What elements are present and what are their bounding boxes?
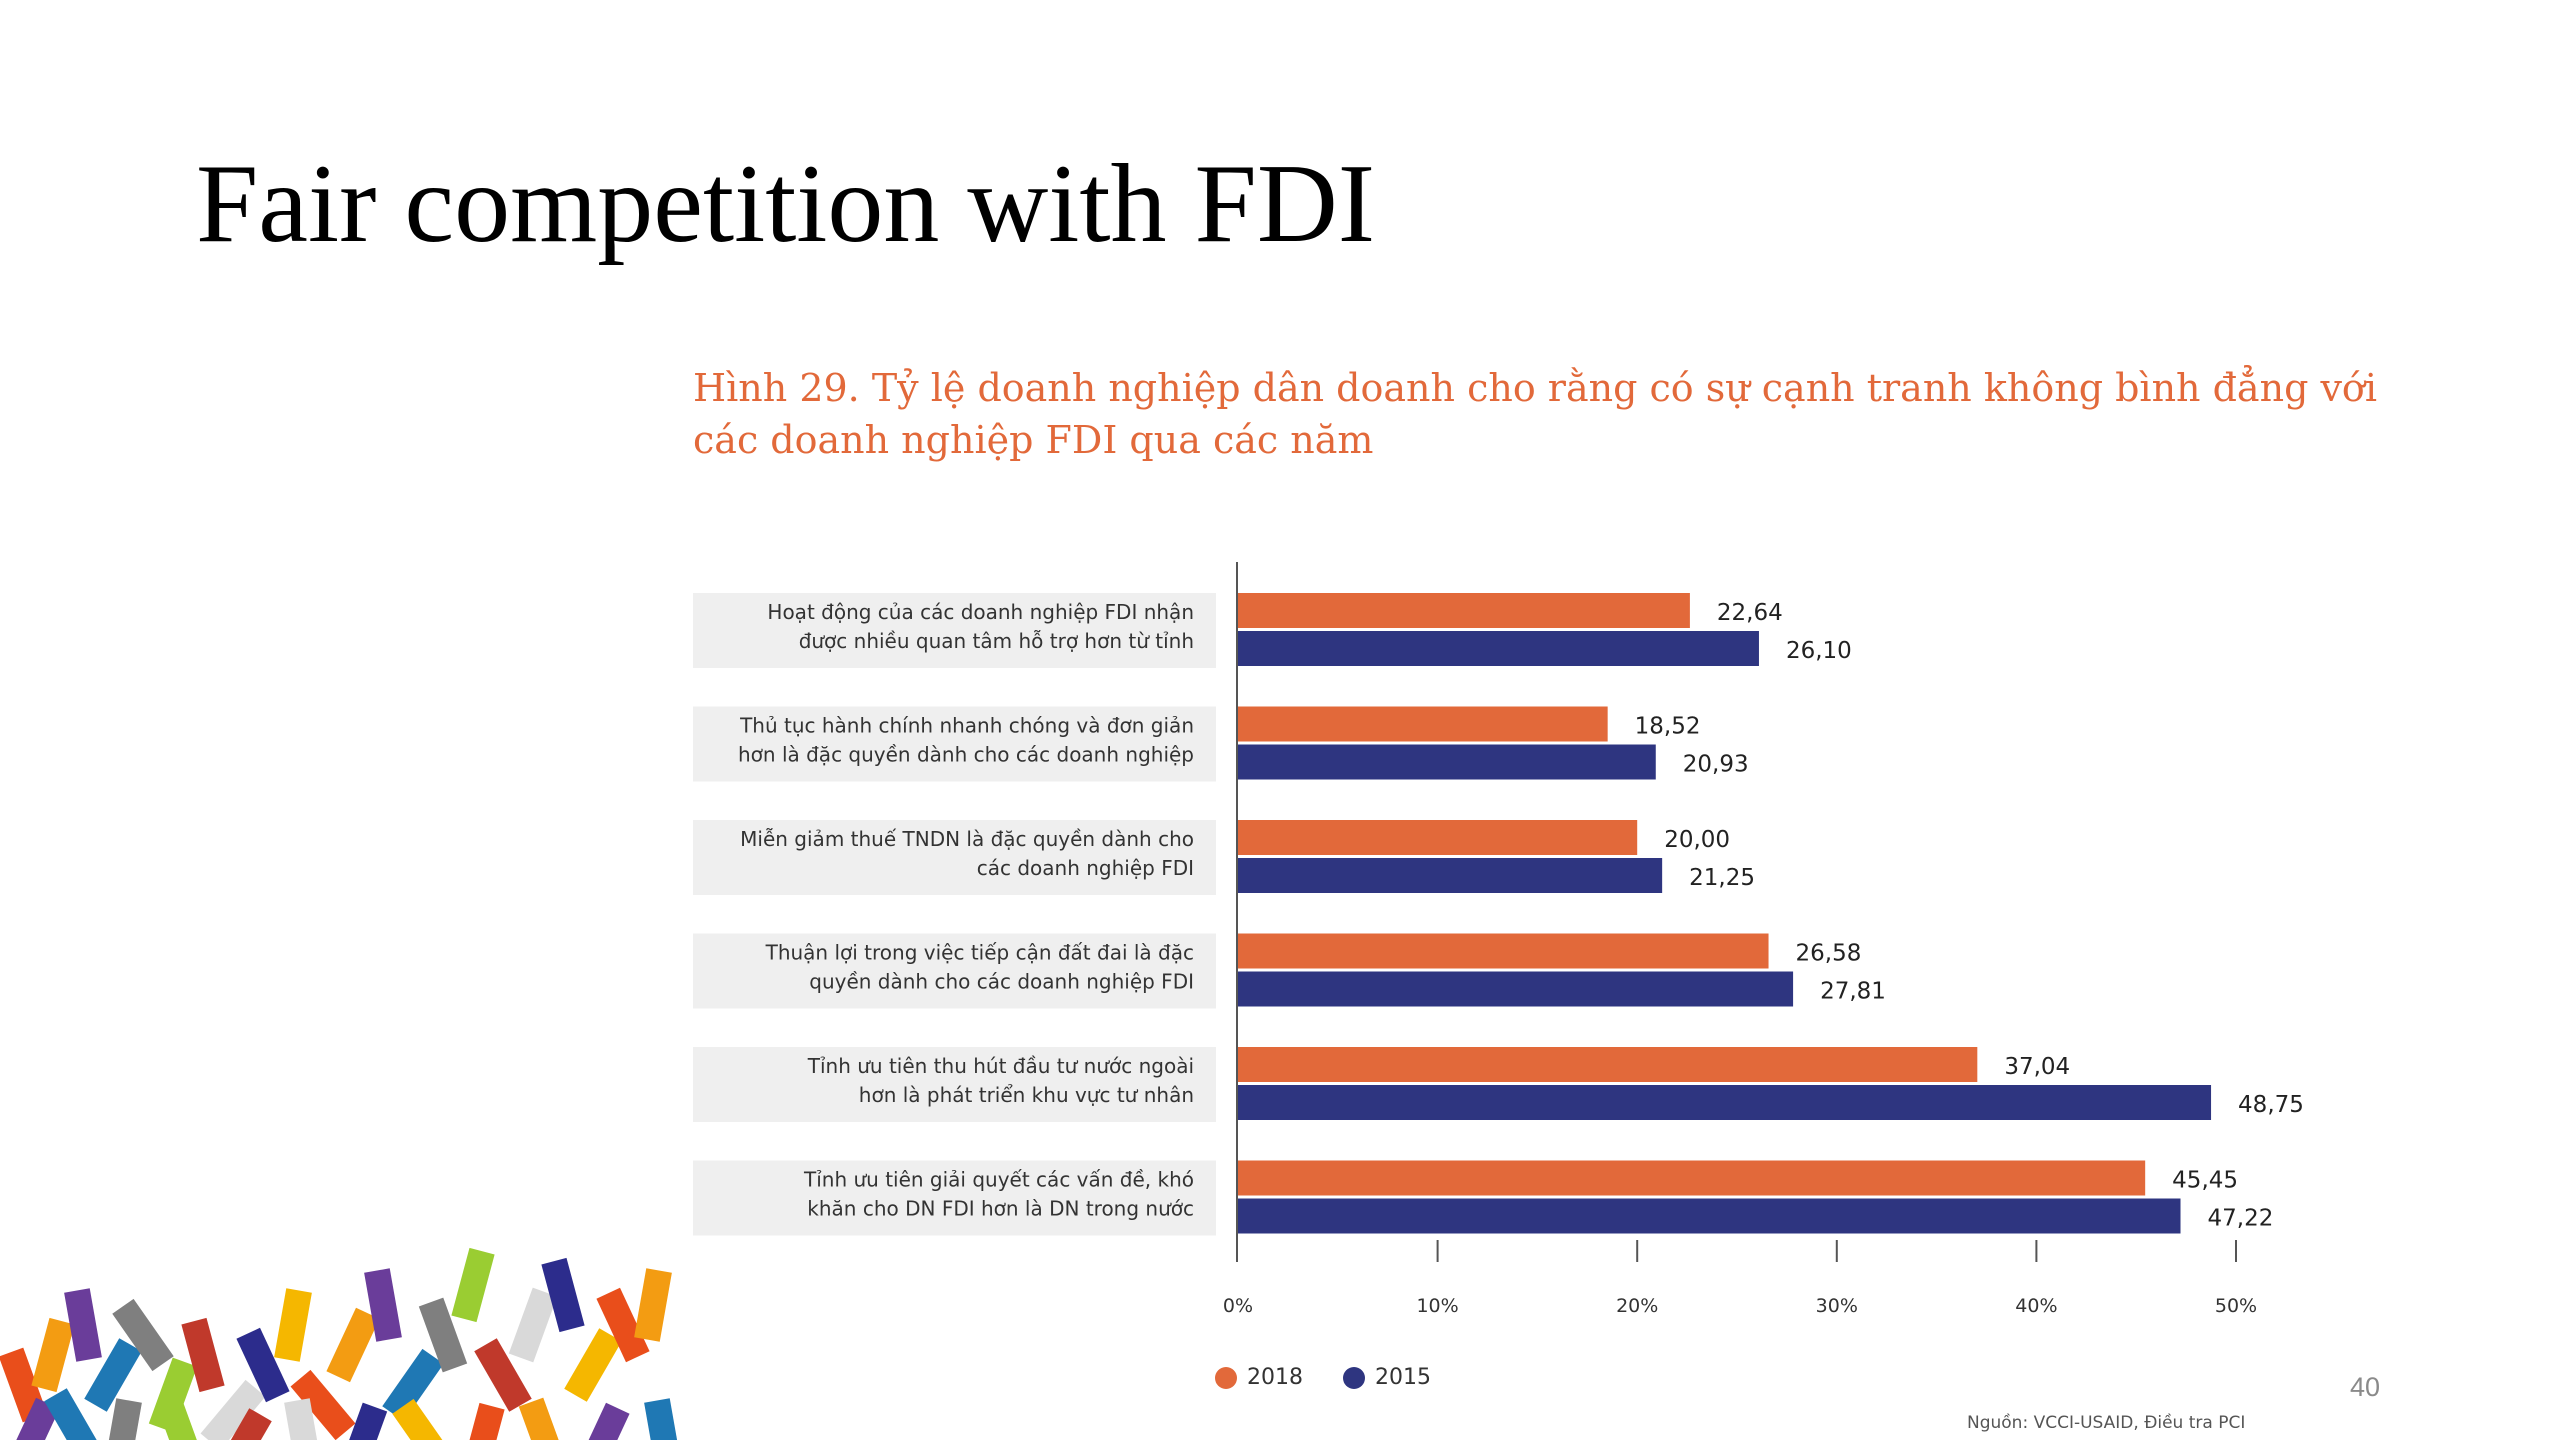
category-label: Hoạt động của các doanh nghiệp FDI nhận	[767, 600, 1194, 624]
category-label: Thủ tục hành chính nhanh chóng và đơn gi…	[739, 714, 1194, 738]
category-label: Miễn giảm thuế TNDN là đặc quyền dành ch…	[740, 827, 1194, 851]
decorative-shape	[451, 1247, 495, 1323]
decorative-shape	[518, 1397, 568, 1440]
decorative-shape	[104, 1398, 142, 1440]
decorative-shape	[181, 1317, 225, 1393]
bar-2018	[1238, 1160, 2146, 1196]
bar-2018	[1238, 933, 1769, 969]
decorative-shape	[382, 1348, 444, 1422]
chart-title-line-2: các doanh nghiệp FDI qua các năm	[693, 418, 1374, 462]
category-label: hơn là đặc quyền dành cho các doanh nghi…	[738, 743, 1194, 767]
bar-2015	[1238, 971, 1794, 1007]
decorative-shape	[596, 1287, 650, 1363]
decorative-shape	[31, 1317, 75, 1393]
data-label-2015: 20,93	[1683, 752, 1749, 778]
x-tick-label: 20%	[1616, 1295, 1658, 1317]
decorative-shape	[576, 1402, 630, 1440]
legend-label-2018: 2018	[1247, 1365, 1303, 1390]
bar-2018	[1238, 820, 1638, 855]
decorative-shape	[461, 1402, 505, 1440]
decorative-shape	[44, 1388, 102, 1440]
category-label: Tỉnh ưu tiên thu hút đầu tư nước ngoài	[807, 1054, 1194, 1078]
data-label-2018: 37,04	[2004, 1054, 2070, 1080]
x-tick-label: 30%	[1816, 1295, 1858, 1317]
bar-2015	[1238, 631, 1759, 666]
decorative-shape	[112, 1298, 174, 1372]
decorative-shape	[6, 1397, 60, 1440]
legend-item-2018: 2018	[1215, 1365, 1303, 1390]
chart-title: Hình 29. Tỷ lệ doanh nghiệp dân doanh ch…	[693, 362, 2393, 466]
data-label-2018: 45,45	[2172, 1168, 2238, 1194]
bar-2015	[1238, 858, 1663, 893]
category-label: quyền dành cho các doanh nghiệp FDI	[809, 970, 1194, 994]
decorative-shape	[644, 1398, 682, 1440]
bar-2015	[1238, 1085, 2212, 1120]
decorative-pattern-graphic	[0, 1247, 682, 1440]
legend-swatch-2018	[1215, 1366, 1237, 1389]
x-tick-label: 50%	[2215, 1295, 2257, 1317]
data-label-2015: 48,75	[2238, 1092, 2304, 1118]
chart-title-line-1: Hình 29. Tỷ lệ doanh nghiệp dân doanh ch…	[693, 366, 2377, 410]
data-label-2018: 26,58	[1796, 941, 1862, 967]
decorative-shape	[158, 1402, 208, 1440]
data-label-2018: 20,00	[1664, 827, 1730, 853]
bar-2018	[1238, 706, 1608, 742]
category-label: hơn là phát triển khu vực tư nhân	[859, 1083, 1194, 1107]
source-note: Nguồn: VCCI-USAID, Điều tra PCI	[1967, 1413, 2246, 1433]
data-label-2018: 18,52	[1635, 714, 1701, 740]
bar-2015	[1238, 744, 1656, 780]
data-label-2015: 21,25	[1689, 865, 1755, 891]
legend-item-2015: 2015	[1343, 1365, 1431, 1390]
decorative-shape	[274, 1288, 312, 1362]
page-number: 40	[2350, 1372, 2381, 1402]
category-label: Thuận lợi trong việc tiếp cận đất đai là…	[765, 941, 1194, 965]
bar-2018	[1238, 593, 1690, 628]
data-label-2015: 27,81	[1820, 979, 1886, 1005]
decorative-shape	[564, 1328, 622, 1402]
category-label-box	[693, 1047, 1216, 1122]
data-label-2015: 26,10	[1786, 638, 1852, 664]
category-label-box	[693, 933, 1216, 1009]
chart-legend: 2018 2015	[1215, 1365, 1431, 1390]
decorative-shape	[326, 1307, 380, 1383]
decorative-shape	[634, 1268, 672, 1342]
decorative-shape	[284, 1398, 322, 1440]
data-label-2015: 47,22	[2208, 1206, 2274, 1232]
category-label: các doanh nghiệp FDI	[977, 856, 1194, 880]
decorative-shape	[214, 1408, 272, 1440]
category-label-box	[693, 1160, 1216, 1236]
decorative-shape	[418, 1297, 468, 1373]
decorative-shape	[236, 1327, 290, 1403]
decorative-shape	[338, 1402, 388, 1440]
decorative-shape	[84, 1338, 142, 1412]
decorative-shape	[541, 1257, 585, 1333]
decorative-shape	[64, 1288, 102, 1362]
bar-2018	[1238, 1047, 1978, 1082]
legend-label-2015: 2015	[1375, 1365, 1431, 1390]
x-tick-label: 40%	[2015, 1295, 2057, 1317]
category-label-box	[693, 593, 1216, 668]
category-label: được nhiều quan tâm hỗ trợ hơn từ tỉnh	[799, 629, 1194, 653]
decorative-shape	[392, 1398, 454, 1440]
decorative-shape	[200, 1379, 266, 1440]
data-label-2018: 22,64	[1717, 600, 1783, 626]
legend-swatch-2015	[1343, 1366, 1365, 1389]
bar-2015	[1238, 1198, 2181, 1234]
category-label-box	[693, 706, 1216, 782]
category-label: Tỉnh ưu tiên giải quyết các vấn đề, khó	[803, 1168, 1194, 1192]
category-label: khăn cho DN FDI hơn là DN trong nước	[807, 1197, 1194, 1221]
decorative-shape	[290, 1369, 356, 1440]
x-tick-label: 0%	[1223, 1295, 1253, 1317]
slide-title: Fair competition with FDI	[196, 142, 1376, 266]
decorative-shape	[364, 1268, 402, 1342]
x-tick-label: 10%	[1416, 1295, 1458, 1317]
decorative-shape	[508, 1287, 558, 1363]
decorative-shape	[474, 1338, 532, 1412]
category-label-box	[693, 820, 1216, 895]
